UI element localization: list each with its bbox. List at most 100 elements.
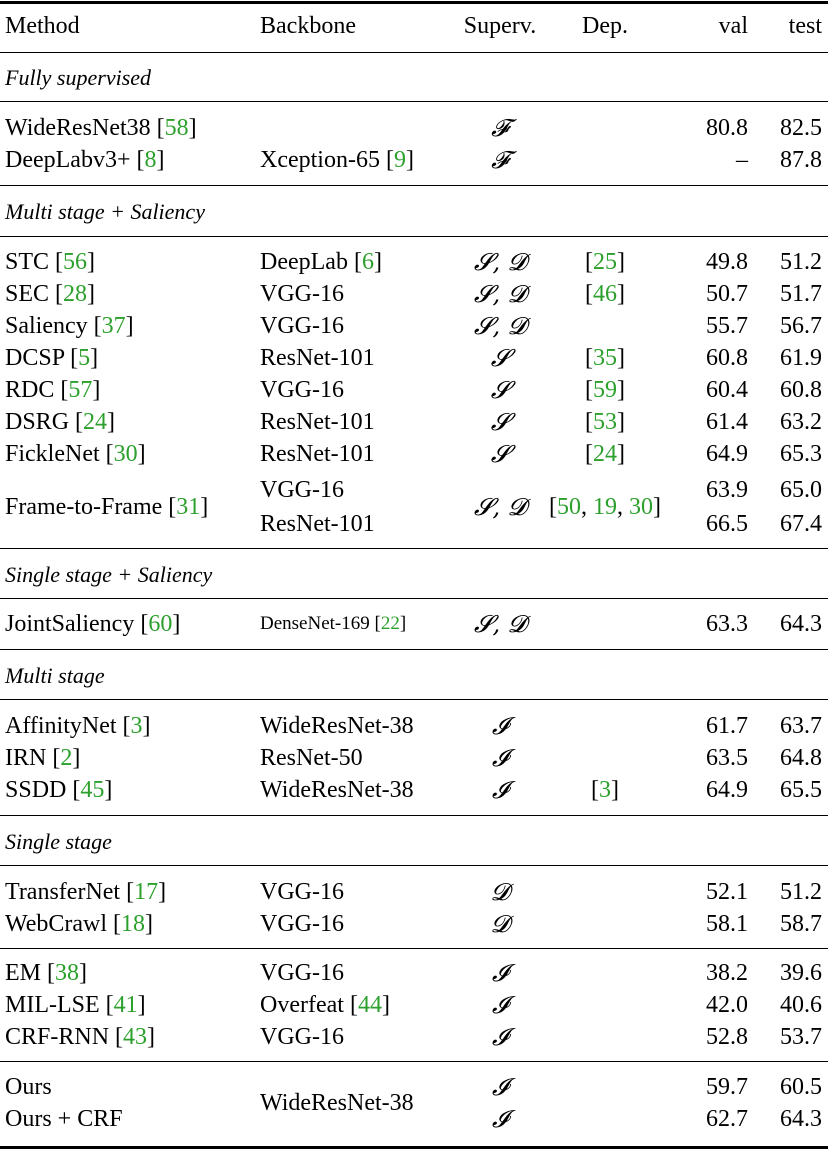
dependency-cell (535, 1103, 675, 1135)
method-cell: WebCrawl [18] (5, 911, 154, 937)
backbone-cell: ResNet-101 (260, 342, 375, 374)
dependency-ref: 30 (629, 494, 653, 520)
method-cell: Ours (5, 1071, 52, 1103)
val-score: 38.2 (680, 957, 748, 989)
val-value: – (736, 147, 748, 173)
dependency-cell (535, 608, 675, 640)
section-rule (0, 236, 828, 238)
val-value: 60.4 (706, 377, 748, 403)
supervision-cell: 𝓕 (445, 144, 555, 176)
supervision-symbol: 𝓢 (490, 440, 510, 468)
supervision-cell: 𝓢 (445, 374, 555, 406)
method-text: FickleNet (5, 441, 100, 467)
backbone-ref: 6 (361, 249, 374, 275)
val-score: 59.7 (680, 1071, 748, 1103)
supervision-cell: 𝓓 (445, 908, 555, 940)
dependency-cell (535, 310, 675, 342)
test-value: 65.0 (780, 477, 822, 503)
val-value: 42.0 (706, 992, 748, 1018)
dependency-ref: 35 (593, 345, 617, 371)
method-cell: CRF-RNN [43] (5, 1024, 156, 1050)
method-ref: 41 (113, 992, 138, 1018)
method-text: IRN (5, 745, 47, 771)
test-value: 56.7 (780, 313, 822, 339)
method-cell: DeepLabv3+ [8] (5, 147, 165, 173)
section-title: Single stage (5, 829, 112, 854)
dependency-cell: [59] (585, 377, 625, 403)
test-value: 58.7 (780, 911, 822, 937)
backbone-text: VGG-16 (260, 477, 344, 503)
section-title: Multi stage (5, 663, 105, 688)
header-dep: Dep. (582, 13, 628, 39)
method-ref: 57 (68, 377, 93, 403)
method-text: DCSP (5, 345, 65, 371)
supervision-symbol: 𝓘 (491, 1073, 509, 1101)
method-ref: 38 (55, 960, 79, 986)
test-score: 63.7 (755, 710, 822, 742)
dependency-cell: [3] (591, 777, 619, 803)
backbone-text: WideResNet-38 (260, 1090, 414, 1116)
backbone-text: ResNet-50 (260, 745, 363, 771)
method-text: MIL-LSE (5, 992, 100, 1018)
dependency-ref: 46 (593, 281, 617, 307)
method-cell: Frame-to-Frame [31] (5, 494, 209, 520)
val-score: 52.8 (680, 1021, 748, 1053)
supervision-symbol: 𝓕 (491, 146, 509, 174)
dependency-cell (535, 989, 675, 1021)
supervision-cell: 𝓢, 𝓓 (445, 278, 555, 310)
test-value: 63.2 (780, 409, 822, 435)
dependency-cell: [35] (585, 345, 625, 371)
dependency-cell (535, 876, 675, 908)
method-text: WideResNet38 (5, 115, 151, 141)
val-score: 60.8 (680, 342, 748, 374)
method-text: TransferNet (5, 879, 121, 905)
method-cell: JointSaliency [60] (5, 611, 181, 637)
backbone-ref: 44 (357, 992, 382, 1018)
section-rule (0, 865, 828, 867)
val-value: 66.5 (706, 511, 748, 537)
group-rule (0, 185, 828, 187)
backbone-cell: ResNet-101 (260, 406, 375, 438)
supervision-symbol: 𝓢 (490, 376, 510, 404)
val-score: 63.9 (680, 474, 748, 506)
bottom-rule (0, 1146, 828, 1149)
dependency-cell (535, 144, 675, 176)
method-text: DeepLabv3+ (5, 147, 131, 173)
test-value: 65.3 (780, 441, 822, 467)
supervision-symbol: 𝓘 (491, 991, 509, 1019)
supervision-symbol: 𝓘 (491, 744, 509, 772)
test-score: 60.5 (755, 1071, 822, 1103)
dependency-cell: [50, 19, 30] (549, 494, 661, 520)
backbone-text: ResNet-101 (260, 511, 375, 537)
method-cell: RDC [57] (5, 377, 101, 403)
supervision-cell: 𝓢 (445, 342, 555, 374)
test-score: 51.2 (755, 876, 822, 908)
top-rule (0, 1, 828, 4)
method-cell: SSDD [45] (5, 777, 113, 803)
backbone-text: WideResNet-38 (260, 713, 414, 739)
method-text: DSRG (5, 409, 70, 435)
backbone-cell: VGG-16 (260, 908, 344, 940)
val-value: 80.8 (706, 115, 748, 141)
val-value: 58.1 (706, 911, 748, 937)
backbone-cell: WideResNet-38 (260, 710, 414, 742)
val-value: 50.7 (706, 281, 748, 307)
val-score: 62.7 (680, 1103, 748, 1135)
val-value: 38.2 (706, 960, 748, 986)
test-score: 56.7 (755, 310, 822, 342)
supervision-cell: 𝓓 (445, 876, 555, 908)
test-score: 58.7 (755, 908, 822, 940)
dependency-cell: [46] (585, 281, 625, 307)
val-score: – (680, 144, 748, 176)
test-score: 51.7 (755, 278, 822, 310)
method-ref: 58 (164, 115, 189, 141)
test-value: 51.2 (780, 249, 822, 275)
backbone-text: VGG-16 (260, 377, 344, 403)
supervision-cell: 𝓘 (445, 1071, 555, 1103)
supervision-symbol: 𝓢, 𝓓 (473, 610, 527, 638)
val-value: 61.7 (706, 713, 748, 739)
supervision-symbol: 𝓓 (490, 910, 510, 938)
val-value: 52.8 (706, 1024, 748, 1050)
supervision-cell: 𝓢, 𝓓 (445, 608, 555, 640)
header-superv: Superv. (463, 13, 537, 39)
